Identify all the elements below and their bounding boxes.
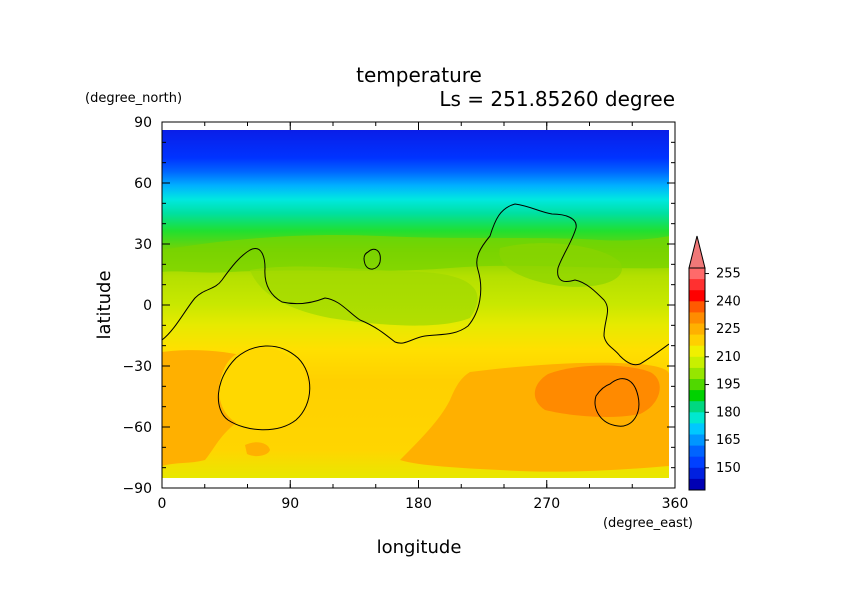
- colorbar-band: [689, 367, 705, 380]
- colorbar-label: 180: [716, 405, 741, 420]
- x-tick-label: 90: [281, 496, 299, 512]
- y-tick-label: −30: [122, 359, 152, 375]
- x-tick-label: 180: [405, 496, 432, 512]
- y-tick-label: −90: [122, 481, 152, 497]
- colorbar-band: [689, 290, 705, 302]
- y-tick-label: 90: [134, 115, 152, 131]
- y-tick-label: 30: [134, 237, 152, 253]
- colorbar-band: [689, 412, 705, 424]
- colorbar-label: 150: [716, 461, 741, 476]
- topography-contours: [162, 203, 669, 431]
- colorbar: 255 240 225 210 195 180 165 150: [688, 235, 741, 491]
- colorbar-frame: [688, 267, 706, 491]
- y-ticks: [162, 121, 675, 489]
- colorbar-labels: 255 240 225 210 195 180 165 150: [705, 267, 741, 476]
- chart-subtitle: Ls = 251.85260 degree: [439, 87, 675, 111]
- green-patch-center: [250, 266, 478, 326]
- y-tick-label: 60: [134, 176, 152, 192]
- colorbar-label: 240: [716, 294, 741, 309]
- colorbar-band: [689, 279, 705, 291]
- colorbar-label: 255: [716, 267, 741, 282]
- yellow-crater-interior: [219, 347, 309, 429]
- x-tick-label: 360: [662, 496, 689, 512]
- colorbar-band: [689, 334, 705, 347]
- temperature-field: [162, 130, 669, 478]
- colorbar-band: [689, 445, 705, 458]
- y-tick-label: 0: [143, 298, 152, 314]
- x-axis-label: longitude: [377, 537, 462, 558]
- colorbar-band: [689, 456, 705, 469]
- colorbar-label: 195: [716, 378, 741, 393]
- colorbar-band: [689, 434, 705, 447]
- x-units-label: (degree_east): [603, 516, 693, 531]
- hellas-contour: [217, 345, 311, 431]
- colorbar-band: [689, 467, 705, 480]
- yellow-patch-south: [245, 442, 270, 457]
- colorbar-band: [689, 356, 705, 369]
- y-tick-labels: 90 60 30 0 −30 −60 −90: [122, 115, 152, 497]
- colorbar-arrow-top: [688, 235, 706, 269]
- x-tick-label: 270: [533, 496, 560, 512]
- colorbar-label: 225: [716, 322, 741, 337]
- colorbar-band: [689, 478, 705, 491]
- colorbar-band: [689, 312, 705, 324]
- dichotomy-contour: [162, 203, 669, 366]
- colorbar-band: [689, 401, 705, 413]
- chart-title: temperature: [356, 63, 482, 87]
- colorbar-band: [689, 390, 705, 402]
- colorbar-band: [689, 345, 705, 358]
- colorbar-band: [689, 323, 705, 336]
- colorbar-band: [689, 301, 705, 313]
- y-axis-label: latitude: [94, 270, 115, 339]
- y-tick-label: −60: [122, 420, 152, 436]
- y-units-label: (degree_north): [85, 91, 182, 106]
- colorbar-label: 210: [716, 350, 741, 365]
- x-ticks: [161, 122, 676, 488]
- green-patch-east: [499, 243, 622, 287]
- x-tick-label: 0: [158, 496, 167, 512]
- colorbar-band: [689, 379, 705, 391]
- orange-core-east: [534, 365, 660, 417]
- small-island-contour: [363, 248, 381, 270]
- colorbar-label: 165: [716, 433, 741, 448]
- argyre-contour: [594, 378, 640, 427]
- colorbar-band: [689, 423, 705, 435]
- x-tick-labels: 0 90 180 270 360: [158, 496, 689, 512]
- colorbar-bands: [689, 268, 705, 491]
- colorbar-band: [689, 268, 705, 280]
